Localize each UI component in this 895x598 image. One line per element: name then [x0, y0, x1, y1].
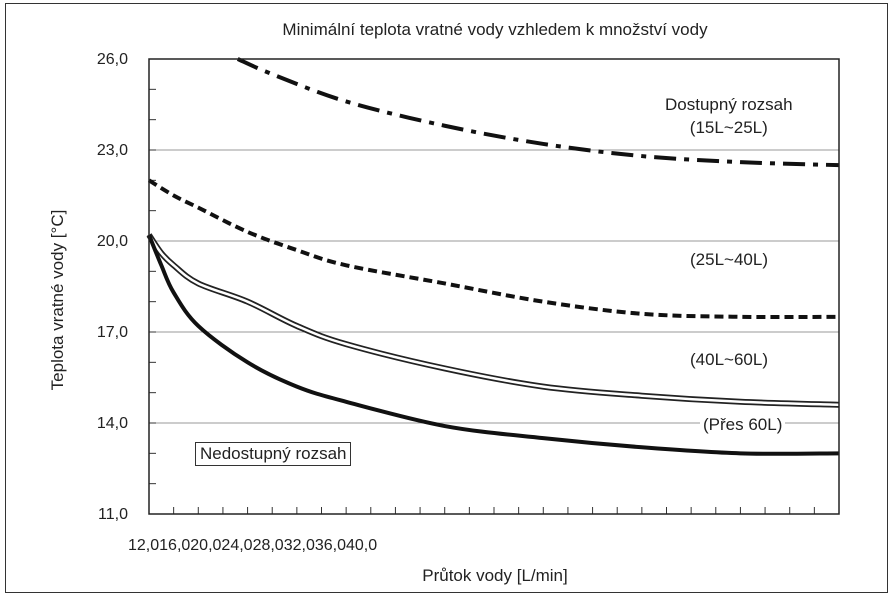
plot-border	[148, 58, 840, 515]
annotation-over-60-text: (Přes 60L)	[700, 415, 786, 434]
annotation-range-40-60: (40L~60L)	[687, 348, 771, 371]
annotation-range-40-60-text: (40L~60L)	[687, 350, 771, 369]
y-tick-label: 14,0	[96, 415, 128, 432]
annotation-range-25-40: (25L~40L)	[687, 248, 771, 271]
annotation-unavailable: Nedostupný rozsah	[195, 442, 352, 466]
y-tick-label: 23,0	[96, 142, 128, 159]
series-line-25-40	[147, 178, 840, 320]
y-tick-label: 26,0	[96, 51, 128, 68]
series-line-over-60	[147, 234, 840, 456]
annotation-available-line1: Dostupný rozsah	[665, 95, 793, 114]
annotation-available-line2: (15L~25L)	[689, 118, 768, 137]
chart-title: Minimální teplota vratné vody vzhledem k…	[282, 20, 708, 39]
series-line-40-60-inner	[147, 234, 840, 407]
annotation-over-60: (Přes 60L)	[700, 413, 786, 436]
y-tick-label: 17,0	[96, 324, 128, 341]
x-tick-labels: 12,016,020,024,028,032,036,040,0	[128, 537, 378, 554]
y-tick-label: 11,0	[98, 506, 128, 523]
annotation-available: Dostupný rozsah (15L~25L)	[665, 93, 793, 139]
x-axis-label: Průtok vody [L/min]	[422, 566, 568, 585]
y-tick-label: 20,0	[96, 233, 128, 250]
chart-frame	[5, 3, 888, 593]
annotation-range-25-40-text: (25L~40L)	[687, 250, 771, 269]
series-line-15-25	[236, 57, 840, 168]
